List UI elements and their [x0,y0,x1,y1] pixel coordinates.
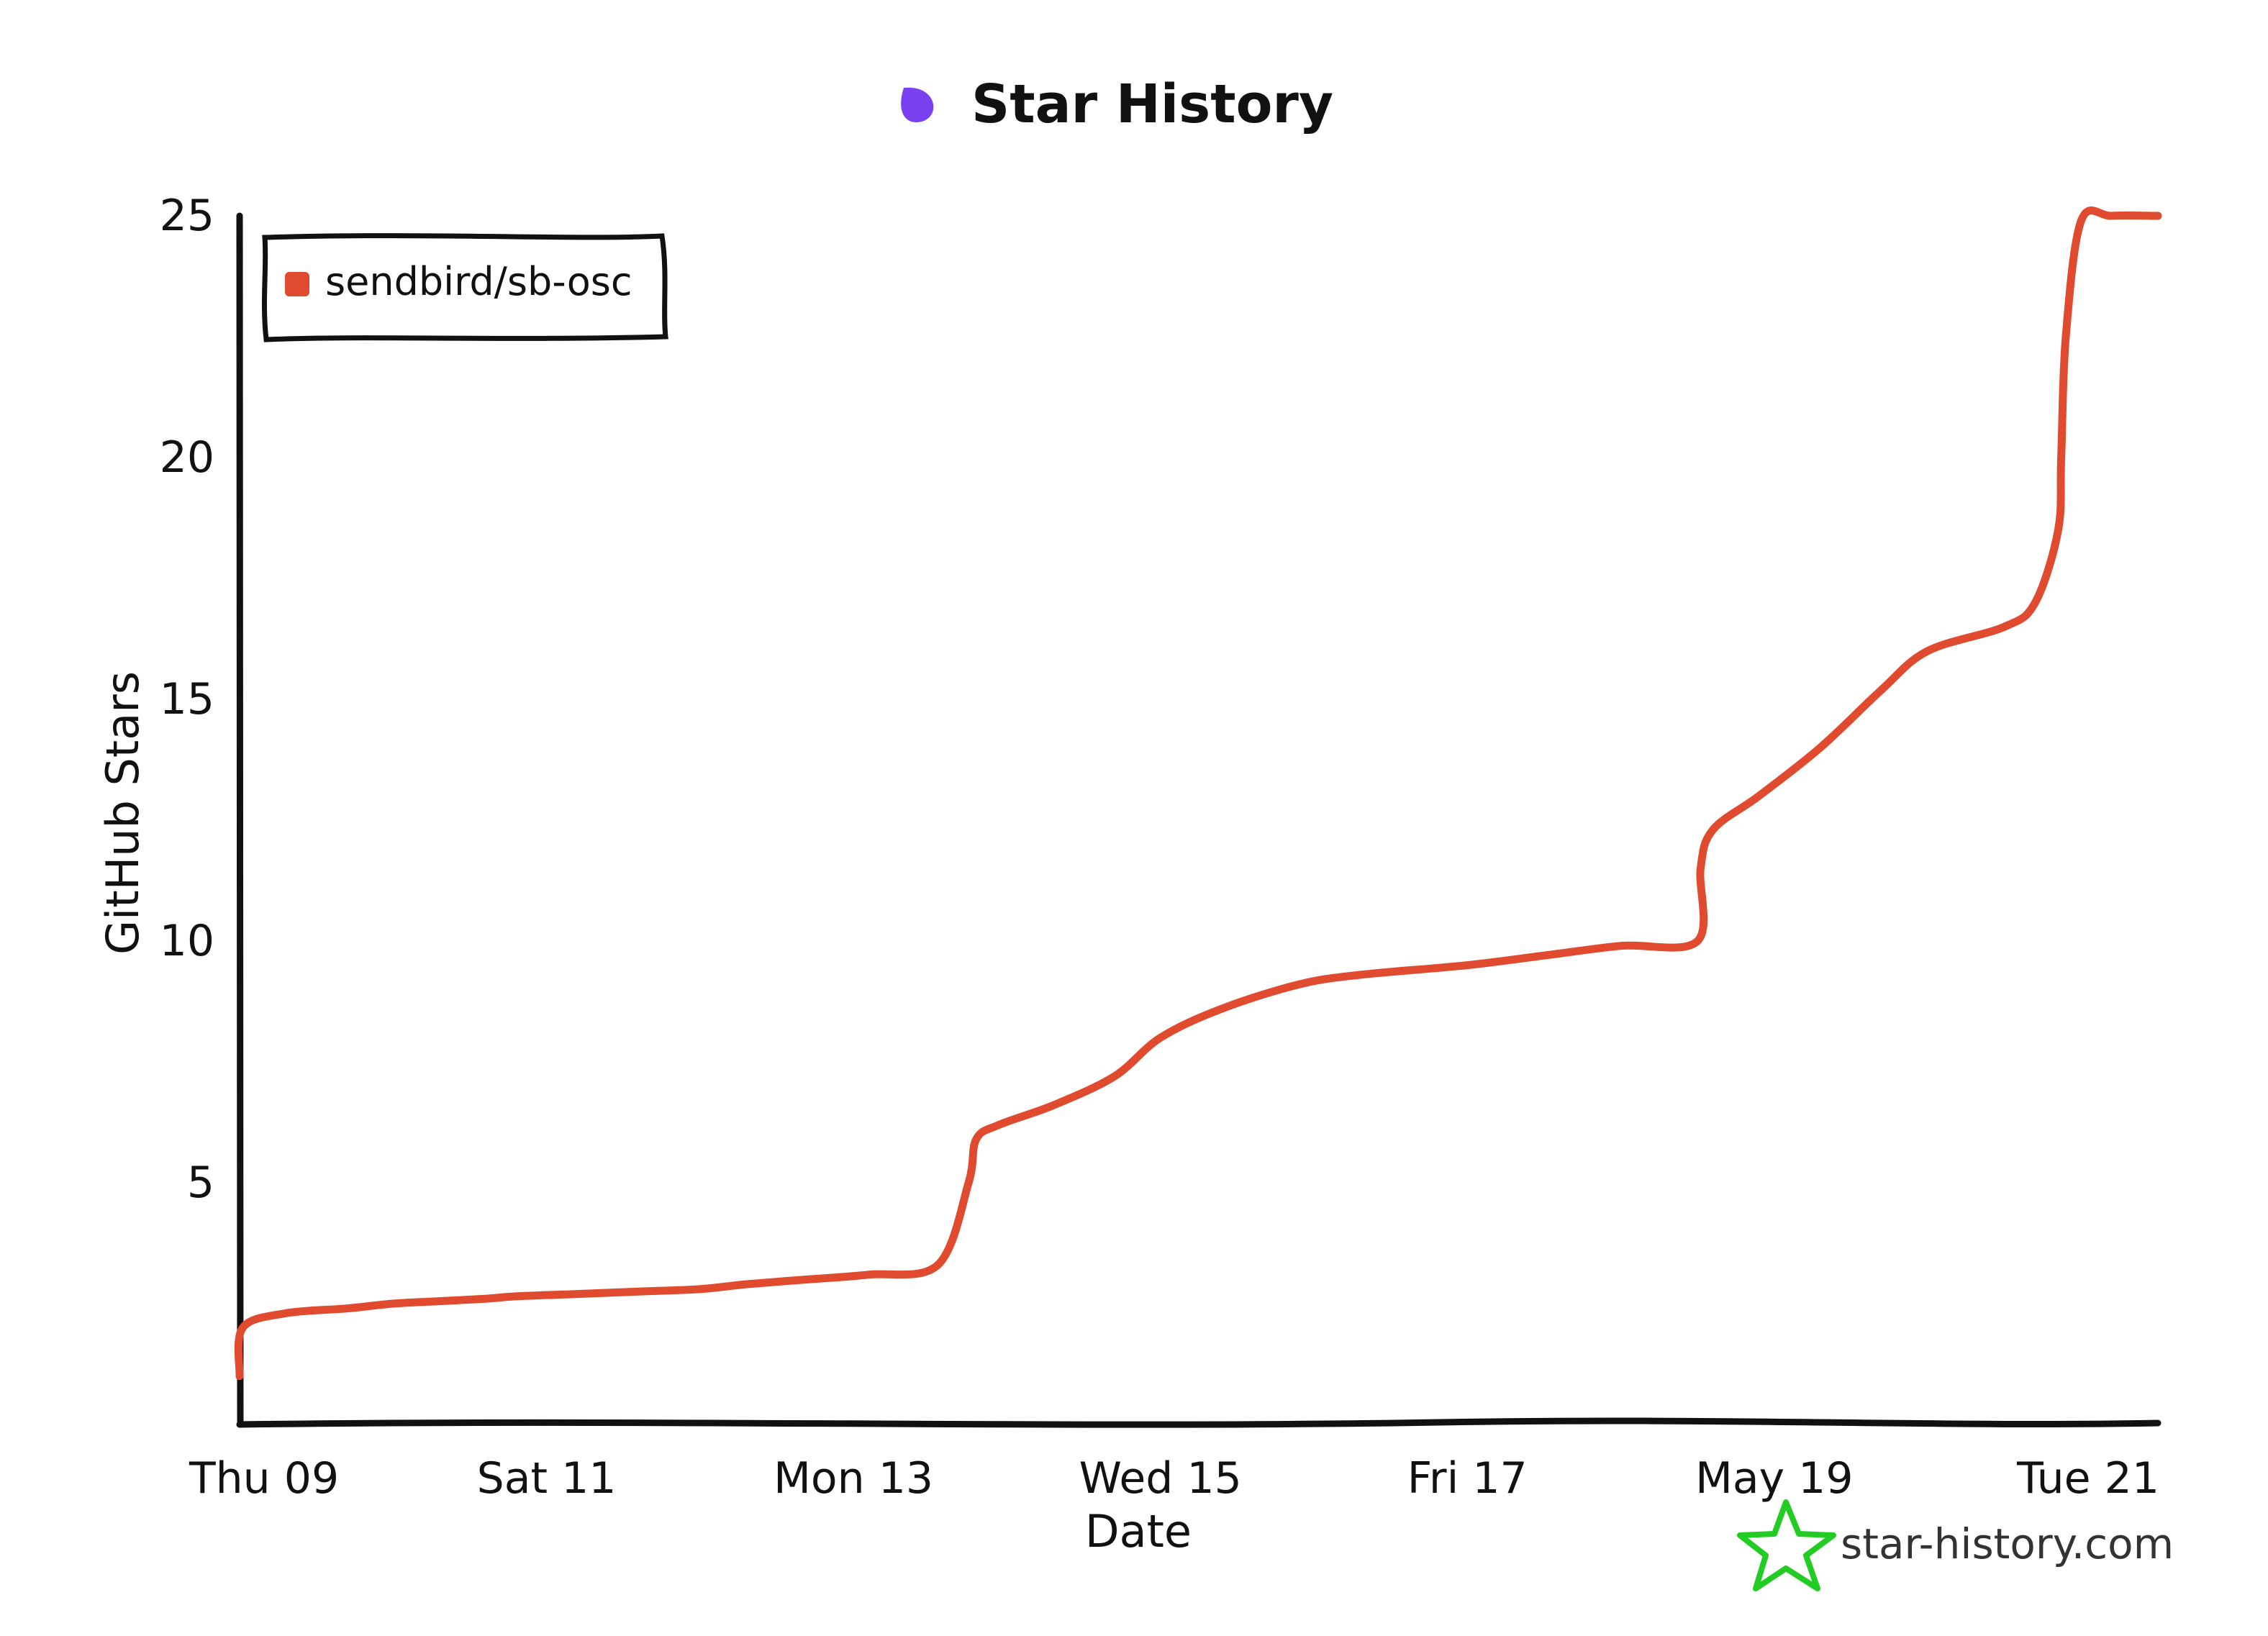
x-tick-label: Fri 17 [1407,1453,1528,1504]
chart-title-group: Star History [901,73,1333,135]
y-tick-label: 25 [160,191,214,241]
y-tick-label: 10 [160,916,214,966]
x-tick-label: Tue 21 [2016,1453,2159,1504]
watermark-text: star-history.com [1841,1519,2174,1568]
y-axis-ticks: 5 10 15 20 25 [160,191,214,1208]
x-axis-line [236,1417,2162,1428]
chart-title: Star History [971,73,1333,135]
x-axis-ticks: Thu 09 Sat 11 Mon 13 Wed 15 Fri 17 May 19 Tue … [189,1453,2159,1504]
watermark: star-history.com [1737,1499,2174,1591]
x-axis-title: Date [1085,1505,1192,1558]
star-outline-icon [1737,1499,1836,1591]
series-line-sendbird-sb-osc [234,206,2162,1381]
y-tick-label: 15 [160,674,214,724]
y-axis-line [235,212,244,1428]
legend-box [261,233,668,342]
star-history-logo-icon [901,87,934,123]
x-tick-label: Thu 09 [189,1453,339,1504]
legend-label: sendbird/sb-osc [325,259,632,304]
legend: sendbird/sb-osc [261,233,668,342]
x-tick-label: Sat 11 [477,1453,617,1504]
legend-swatch [285,272,309,296]
y-axis-title: GitHub Stars [96,671,149,955]
y-tick-label: 5 [187,1158,214,1208]
x-tick-label: May 19 [1695,1453,1853,1504]
x-tick-label: Wed 15 [1079,1453,1242,1504]
y-tick-label: 20 [160,432,214,483]
x-tick-label: Mon 13 [774,1453,933,1504]
